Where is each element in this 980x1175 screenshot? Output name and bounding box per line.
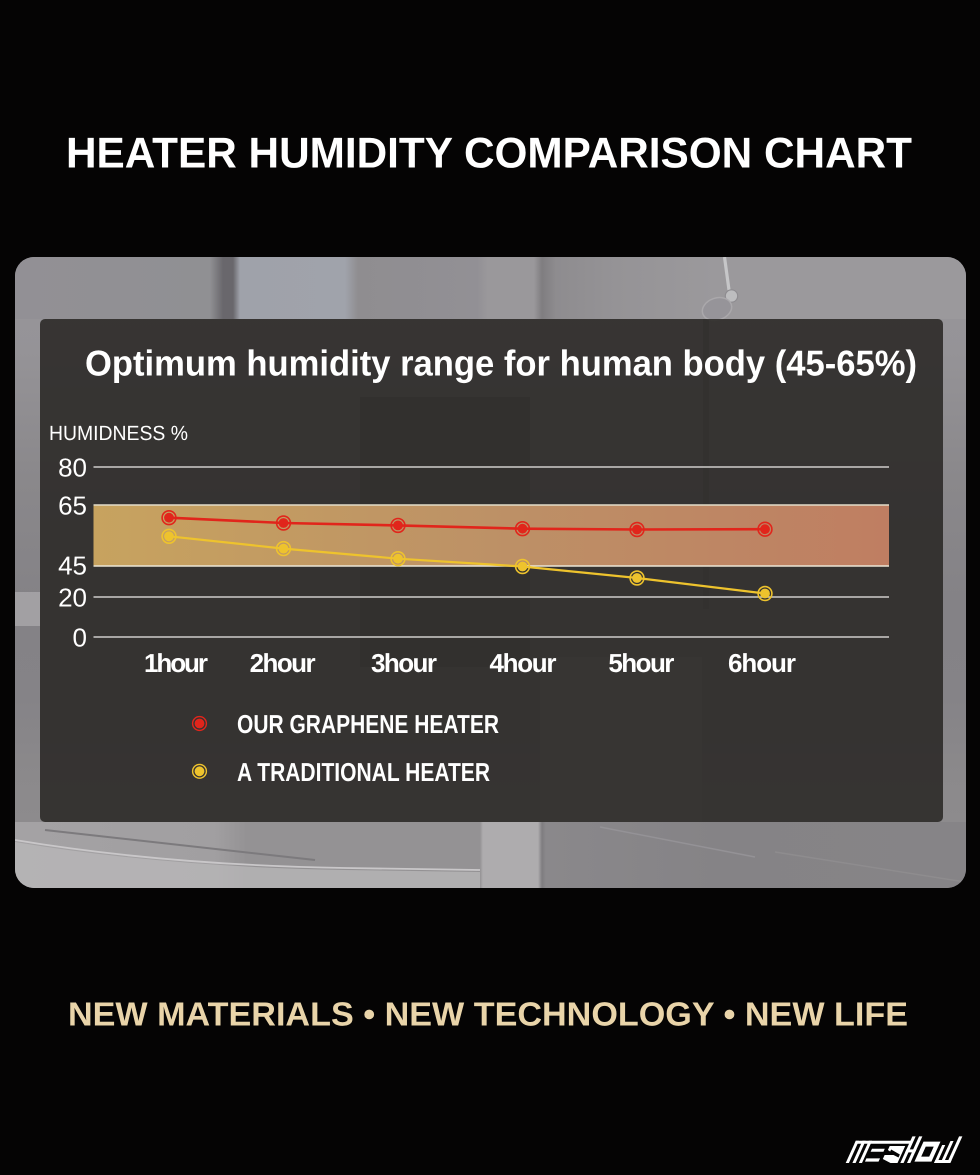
svg-text:1hour: 1hour <box>144 648 208 678</box>
svg-text:20: 20 <box>58 583 87 613</box>
svg-text:HUMIDNESS %: HUMIDNESS % <box>49 422 188 445</box>
svg-text:4hour: 4hour <box>490 648 557 678</box>
svg-text:Optimum humidity range for hum: Optimum humidity range for human body (4… <box>85 343 917 384</box>
svg-text:45: 45 <box>58 551 87 581</box>
svg-text:OUR GRAPHENE HEATER: OUR GRAPHENE HEATER <box>237 709 499 739</box>
svg-text:2hour: 2hour <box>250 648 316 678</box>
svg-text:5hour: 5hour <box>608 648 674 678</box>
svg-text:0: 0 <box>73 623 87 653</box>
svg-text:6hour: 6hour <box>728 648 796 678</box>
svg-text:NEW MATERIALS • NEW TECHNOLO: NEW MATERIALS • NEW TECHNOLOGY • NEW LIF… <box>68 997 908 1034</box>
svg-text:80: 80 <box>58 453 87 483</box>
svg-text:65: 65 <box>58 491 87 521</box>
svg-text:3hour: 3hour <box>371 648 437 678</box>
svg-text:HEATER HUMIDITY COMPARISON CHA: HEATER HUMIDITY COMPARISON CHART <box>66 130 912 178</box>
svg-text:A TRADITIONAL HEATER: A TRADITIONAL HEATER <box>237 757 490 787</box>
